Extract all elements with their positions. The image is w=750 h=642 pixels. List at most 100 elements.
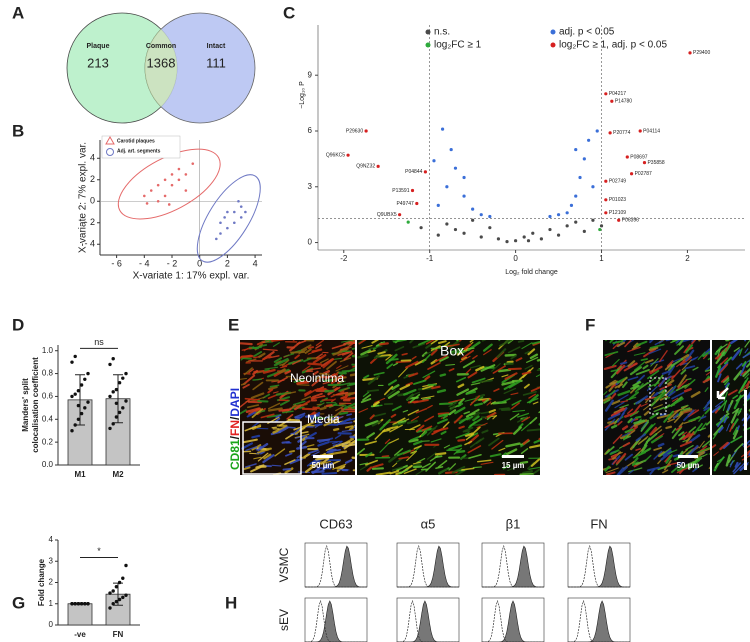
texture bbox=[527, 348, 536, 356]
texture bbox=[624, 340, 632, 348]
texture bbox=[517, 340, 525, 343]
y-axis-label: Manders' split bbox=[21, 378, 30, 432]
texture bbox=[256, 340, 267, 346]
point bbox=[471, 207, 475, 211]
texture bbox=[358, 340, 367, 345]
texture bbox=[455, 376, 467, 383]
texture bbox=[272, 391, 279, 394]
data-point bbox=[114, 401, 119, 405]
texture bbox=[260, 451, 265, 455]
texture bbox=[315, 344, 322, 349]
texture bbox=[635, 340, 648, 347]
texture bbox=[621, 381, 628, 389]
texture bbox=[531, 340, 540, 345]
scale-bar bbox=[744, 390, 747, 470]
point-label: P12109 bbox=[609, 210, 626, 216]
texture bbox=[324, 389, 335, 393]
point-label: Q9UBX5 bbox=[377, 212, 397, 218]
texture bbox=[744, 348, 749, 354]
texture bbox=[705, 371, 710, 376]
texture bbox=[330, 398, 336, 403]
histogram-frame bbox=[396, 542, 460, 588]
texture bbox=[624, 428, 634, 434]
texture bbox=[731, 349, 741, 361]
texture bbox=[448, 409, 457, 416]
texture bbox=[467, 371, 478, 379]
y-axis-label: Fold change bbox=[37, 558, 46, 606]
texture bbox=[649, 343, 665, 349]
texture bbox=[480, 461, 494, 465]
texture bbox=[431, 427, 444, 436]
data-point bbox=[76, 417, 81, 421]
texture bbox=[507, 467, 516, 471]
texture bbox=[672, 358, 682, 363]
row-label: VSMC bbox=[277, 547, 291, 582]
texture bbox=[528, 394, 539, 404]
texture bbox=[344, 459, 353, 464]
point bbox=[591, 218, 595, 222]
texture bbox=[502, 464, 510, 470]
texture bbox=[655, 433, 665, 440]
texture bbox=[667, 449, 678, 455]
texture bbox=[634, 383, 644, 393]
texture bbox=[293, 400, 306, 406]
texture bbox=[634, 415, 642, 419]
texture bbox=[517, 416, 528, 423]
data-point bbox=[124, 371, 128, 376]
texture bbox=[476, 459, 492, 463]
texture bbox=[269, 384, 280, 388]
point bbox=[184, 189, 188, 192]
texture bbox=[307, 349, 319, 355]
texture bbox=[294, 412, 306, 419]
texture bbox=[439, 356, 449, 362]
texture bbox=[677, 379, 688, 390]
legend-symbol bbox=[425, 29, 431, 35]
point-label: P02749 bbox=[609, 179, 626, 185]
texture bbox=[603, 396, 612, 402]
texture bbox=[334, 434, 342, 439]
texture bbox=[611, 340, 614, 342]
texture bbox=[461, 467, 475, 471]
texture bbox=[319, 406, 327, 411]
texture bbox=[337, 440, 343, 445]
y-axis-label: X-variate 2: 7% expl. var. bbox=[78, 142, 89, 253]
texture bbox=[443, 341, 451, 347]
texture bbox=[409, 424, 421, 431]
y-tick-label: 1 bbox=[49, 599, 54, 608]
stain-label: CD81/FN/DAPI bbox=[228, 388, 242, 470]
texture bbox=[712, 444, 717, 449]
texture bbox=[327, 440, 343, 443]
point bbox=[156, 199, 160, 203]
point bbox=[423, 170, 427, 174]
point bbox=[591, 185, 595, 189]
texture bbox=[332, 463, 347, 470]
texture bbox=[726, 423, 730, 432]
texture bbox=[629, 366, 642, 376]
point bbox=[569, 203, 574, 207]
texture bbox=[645, 454, 652, 461]
venn-overlap bbox=[144, 29, 178, 107]
texture bbox=[367, 375, 380, 385]
texture bbox=[312, 354, 327, 364]
point bbox=[488, 214, 492, 219]
texture bbox=[675, 461, 683, 467]
box-label: Box bbox=[440, 343, 464, 359]
data-point bbox=[124, 563, 128, 568]
texture bbox=[733, 347, 740, 352]
texture bbox=[304, 464, 316, 474]
texture bbox=[643, 348, 657, 358]
inset-box bbox=[649, 377, 667, 415]
point bbox=[163, 194, 167, 198]
confidence-ellipse bbox=[117, 148, 221, 220]
texture bbox=[683, 409, 695, 422]
texture bbox=[633, 352, 646, 356]
texture bbox=[455, 432, 470, 439]
texture bbox=[262, 368, 276, 374]
texture bbox=[261, 355, 272, 361]
region-label: Neointima bbox=[290, 371, 344, 385]
texture bbox=[666, 386, 676, 396]
texture bbox=[326, 451, 334, 454]
texture bbox=[469, 364, 481, 369]
texture bbox=[331, 343, 346, 350]
texture bbox=[271, 464, 282, 467]
